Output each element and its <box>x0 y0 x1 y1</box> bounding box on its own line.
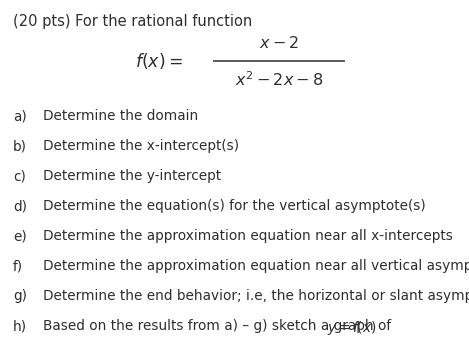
Text: Determine the domain: Determine the domain <box>43 109 198 123</box>
Text: b): b) <box>13 139 27 153</box>
Text: Determine the approximation equation near all x-intercepts: Determine the approximation equation nea… <box>43 229 453 243</box>
Text: e): e) <box>13 229 27 243</box>
Text: Determine the y-intercept: Determine the y-intercept <box>43 169 221 183</box>
Text: Determine the x-intercept(s): Determine the x-intercept(s) <box>43 139 239 153</box>
Text: $x-2$: $x-2$ <box>259 35 299 50</box>
Text: Determine the equation(s) for the vertical asymptote(s): Determine the equation(s) for the vertic… <box>43 199 426 213</box>
Text: $f(x) =$: $f(x) =$ <box>135 51 183 71</box>
Text: Determine the end behavior; i.e, the horizontal or slant asymptote: Determine the end behavior; i.e, the hor… <box>43 289 469 303</box>
Text: $y = f(x)$: $y = f(x)$ <box>327 319 377 337</box>
Text: $x^2-2x-8$: $x^2-2x-8$ <box>235 71 323 89</box>
Text: g): g) <box>13 289 27 303</box>
Text: f): f) <box>13 259 23 273</box>
Text: Based on the results from a) – g) sketch a graph of: Based on the results from a) – g) sketch… <box>43 319 396 333</box>
Text: d): d) <box>13 199 27 213</box>
Text: c): c) <box>13 169 26 183</box>
Text: h): h) <box>13 319 27 333</box>
Text: (20 pts) For the rational function: (20 pts) For the rational function <box>13 14 252 29</box>
Text: a): a) <box>13 109 27 123</box>
Text: Determine the approximation equation near all vertical asymptotes: Determine the approximation equation nea… <box>43 259 469 273</box>
